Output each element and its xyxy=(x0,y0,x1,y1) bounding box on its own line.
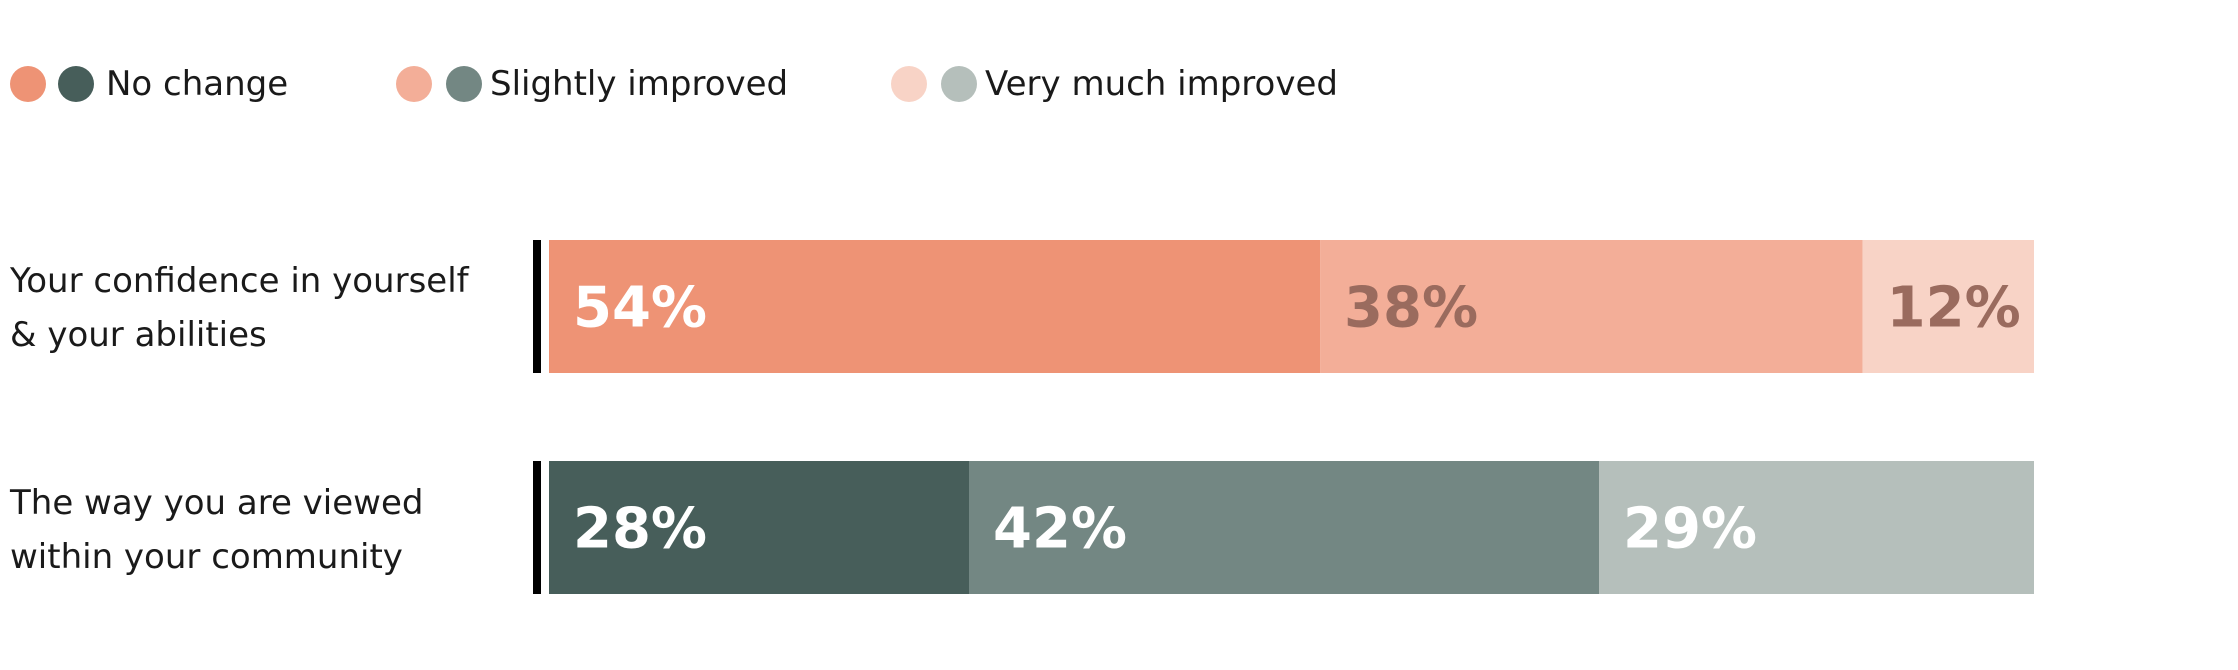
legend-swatch-orange xyxy=(396,66,432,102)
legend-swatch-orange xyxy=(891,66,927,102)
legend-item-slightly-improved: Slightly improved xyxy=(396,52,816,116)
legend-swatch-green xyxy=(58,66,94,102)
legend-swatch-green xyxy=(941,66,977,102)
row-label-line: & your abilities xyxy=(10,315,267,355)
data-label: 12% xyxy=(1887,276,2021,341)
bar-segment-very-much-improved xyxy=(1599,461,2034,594)
legend-label: Slightly improved xyxy=(490,64,789,104)
legend-swatch-green xyxy=(446,66,482,102)
legend-item-very-much-improved: Very much improved xyxy=(891,52,1371,116)
row-label-line: The way you are viewed xyxy=(10,483,424,523)
data-label: 38% xyxy=(1344,276,1478,341)
data-label: 54% xyxy=(573,276,707,341)
data-label: 29% xyxy=(1623,497,1757,562)
bar-segment-slightly-improved xyxy=(1320,240,1863,373)
bar-segment-slightly-improved xyxy=(969,461,1599,594)
axis-line xyxy=(533,240,541,373)
legend-item-no-change: No change xyxy=(10,52,330,116)
legend-swatch-orange xyxy=(10,66,46,102)
row-label-line: within your community xyxy=(10,537,403,577)
axis-line xyxy=(533,461,541,594)
bar-segment-no-change xyxy=(549,461,969,594)
row-label-confidence: Your confidence in yourself & your abili… xyxy=(10,254,469,362)
bar-segment-no-change xyxy=(549,240,1321,373)
row-label-line: Your confidence in yourself xyxy=(10,261,469,301)
legend-label: Very much improved xyxy=(985,64,1338,104)
bar-segment-very-much-improved xyxy=(1862,240,2034,373)
row-label-community: The way you are viewed within your commu… xyxy=(10,476,423,584)
data-label: 42% xyxy=(993,497,1127,562)
legend-label: No change xyxy=(106,64,289,104)
data-label: 28% xyxy=(573,497,707,562)
